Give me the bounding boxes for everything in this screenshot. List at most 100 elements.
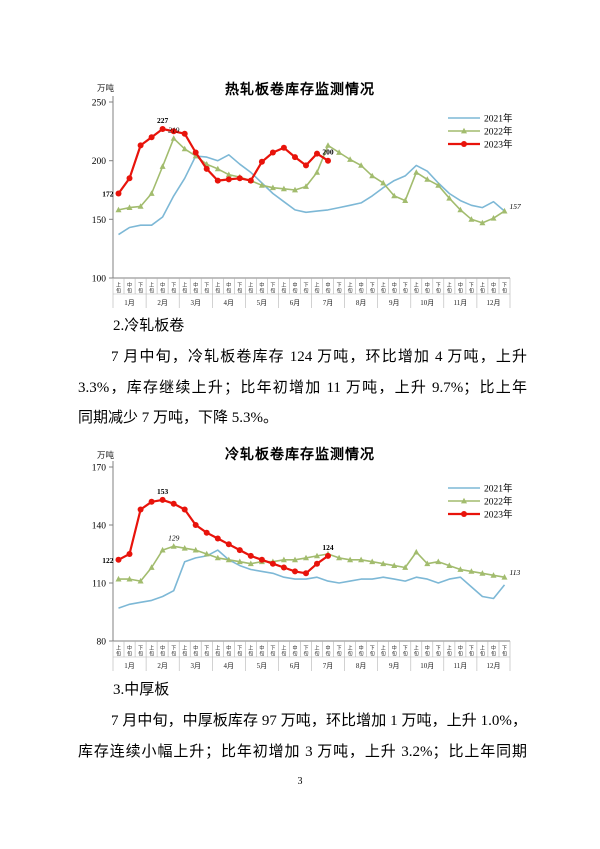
triangle-marker: [336, 554, 343, 561]
triangle-marker: [214, 554, 221, 561]
x-period-label: 上: [281, 645, 286, 652]
circle-marker: [181, 506, 188, 513]
circle-marker: [247, 177, 254, 184]
x-period-label: 旬: [370, 651, 375, 658]
x-month-label: 6月: [290, 299, 301, 307]
legend-triangle-marker: [461, 497, 467, 504]
triangle-marker: [435, 182, 442, 188]
x-period-label: 旬: [171, 651, 176, 658]
x-period-label: 下: [237, 646, 242, 652]
x-month-label: 2月: [157, 662, 168, 670]
x-month-label: 11月: [454, 299, 468, 307]
x-period-label: 旬: [337, 651, 342, 658]
x-period-label: 中: [458, 282, 463, 289]
x-period-label: 旬: [281, 288, 286, 295]
triangle-marker: [446, 195, 453, 201]
page-number: 3: [297, 776, 303, 787]
x-period-label: 旬: [237, 651, 242, 658]
x-period-label: 旬: [314, 288, 319, 295]
x-period-label: 旬: [270, 288, 275, 295]
x-period-label: 上: [215, 282, 220, 289]
x-month-label: 7月: [323, 662, 334, 670]
section-cold-rolled: 2.冷轧板卷 7 月中旬，冷轧板卷库存 124 万吨，环比增加 4 万吨，上升 …: [78, 311, 527, 434]
circle-marker: [170, 128, 177, 135]
triangle-marker: [247, 560, 254, 567]
x-period-label: 中: [491, 282, 496, 289]
triangle-marker: [181, 145, 188, 152]
circle-marker: [159, 126, 166, 132]
triangle-marker: [170, 543, 177, 549]
point-label-122: 122: [102, 556, 114, 565]
x-period-label: 旬: [414, 651, 419, 658]
hot-rolled-coil-chart: 100150200250上旬中旬下旬上旬中旬下旬上旬中旬下旬上旬中旬下旬上旬中旬…: [92, 96, 522, 308]
triangle-marker: [292, 556, 298, 563]
x-period-label: 旬: [303, 651, 308, 658]
circle-marker: [192, 149, 199, 156]
point-label-113: 113: [510, 568, 521, 577]
circle-marker: [126, 175, 133, 182]
x-period-label: 旬: [160, 651, 165, 658]
x-period-label: 上: [116, 282, 121, 289]
x-month-label: 2月: [157, 299, 168, 307]
paragraph-line: 7 月中旬，冷轧板卷库存 124 万吨，环比增加 4 万吨，上升: [111, 349, 527, 365]
triangle-marker: [192, 152, 199, 159]
x-period-label: 上: [381, 282, 386, 289]
x-period-label: 旬: [447, 651, 452, 658]
triangle-marker: [490, 572, 497, 578]
x-period-label: 下: [469, 283, 474, 289]
point-label-172: 172: [102, 190, 114, 199]
triangle-marker: [126, 204, 133, 210]
x-period-label: 上: [149, 282, 154, 289]
y-axis-unit-label: 万吨: [97, 450, 115, 460]
x-period-label: 中: [127, 282, 132, 289]
section-medium-plate: 3.中厚板 7 月中旬，中厚板库存 97 万吨，环比增加 1 万吨，上升 1.0…: [78, 675, 527, 767]
triangle-marker: [192, 546, 199, 553]
triangle-marker: [280, 556, 287, 563]
y-axis-unit-label: 万吨: [97, 83, 115, 93]
x-period-label: 中: [425, 645, 430, 652]
x-period-label: 中: [491, 645, 496, 652]
circle-marker: [258, 158, 265, 165]
circle-marker: [280, 144, 287, 151]
x-period-label: 旬: [381, 288, 386, 295]
x-period-label: 中: [392, 282, 397, 289]
triangle-marker: [347, 556, 354, 563]
x-period-label: 旬: [138, 651, 143, 658]
x-period-label: 中: [226, 645, 231, 652]
legend-label-2021年: 2021年: [484, 483, 513, 495]
x-period-label: 旬: [237, 288, 242, 295]
circle-marker: [203, 529, 210, 536]
x-period-label: 旬: [325, 651, 330, 658]
triangle-marker: [490, 215, 497, 221]
triangle-marker: [292, 186, 298, 193]
x-period-label: 旬: [226, 651, 231, 658]
x-period-label: 上: [215, 645, 220, 652]
x-period-label: 旬: [359, 651, 364, 658]
triangle-marker: [413, 548, 420, 555]
circle-marker: [269, 560, 276, 567]
x-period-label: 旬: [116, 288, 121, 295]
x-period-label: 旬: [193, 651, 198, 658]
x-period-label: 旬: [325, 288, 330, 295]
point-label-157: 157: [510, 202, 522, 211]
x-period-label: 下: [403, 283, 408, 289]
x-period-label: 下: [502, 283, 507, 289]
x-period-label: 旬: [160, 288, 165, 295]
x-month-label: 3月: [190, 662, 201, 670]
triangle-marker: [203, 550, 210, 557]
triangle-marker: [391, 192, 398, 199]
x-period-label: 下: [204, 646, 209, 652]
triangle-marker: [280, 185, 287, 192]
chart-title-cold-rolled: 冷轧板卷库存监测情况: [225, 448, 375, 463]
x-period-label: 旬: [447, 288, 452, 295]
y-tick-label: 110: [92, 580, 106, 590]
x-period-label: 旬: [127, 288, 132, 295]
x-month-label: 5月: [257, 299, 268, 307]
triangle-marker: [181, 545, 188, 551]
point-label-219: 219: [168, 125, 180, 134]
point-label-153: 153: [157, 487, 169, 496]
x-period-label: 旬: [425, 288, 430, 295]
triangle-marker: [380, 179, 387, 186]
x-period-label: 旬: [248, 288, 253, 295]
circle-marker: [292, 568, 298, 575]
